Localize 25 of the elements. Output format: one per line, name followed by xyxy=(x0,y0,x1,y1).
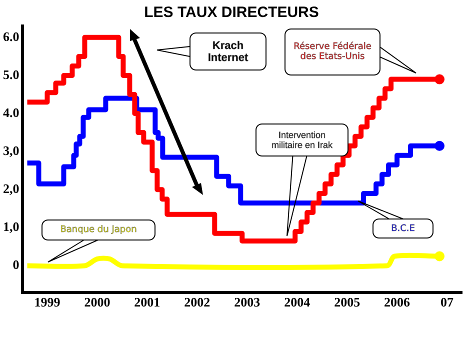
text: Réserve Fédérale des Etats-Unis xyxy=(285,29,380,75)
y-tick-label: 5.0 xyxy=(3,66,20,82)
y-tick-label: 6.0 xyxy=(3,28,20,44)
chart-title: LES TAUX DIRECTEURS xyxy=(144,4,319,22)
x-tick-label: 2005 xyxy=(334,294,361,310)
annotation: Intervention militaire en Irak xyxy=(256,124,348,156)
x-tick-label: 2002 xyxy=(184,294,210,310)
text: B.C.E xyxy=(373,219,433,238)
y-tick-label: 0 xyxy=(12,257,20,272)
point xyxy=(434,74,445,84)
text: Banque du Japon xyxy=(42,220,155,240)
x-tick-label: 2006 xyxy=(384,294,411,310)
x-tick-label: 2000 xyxy=(84,294,110,310)
x-tick-label: 1999 xyxy=(34,294,61,310)
point xyxy=(434,251,445,262)
x-tick-label: 2003 xyxy=(234,294,261,310)
point xyxy=(434,140,445,151)
y-tick-label: 3,0 xyxy=(3,142,20,158)
y-tick-label: 2,0 xyxy=(3,181,20,196)
annotation: Krach Internet xyxy=(190,33,266,70)
x-tick-label: 2001 xyxy=(134,294,160,310)
x-tick-label: 2004 xyxy=(284,294,311,310)
y-tick-label: 4.0 xyxy=(3,104,20,120)
x-tick-label: 07 xyxy=(440,294,454,310)
y-tick-label: 1,0 xyxy=(3,219,20,234)
